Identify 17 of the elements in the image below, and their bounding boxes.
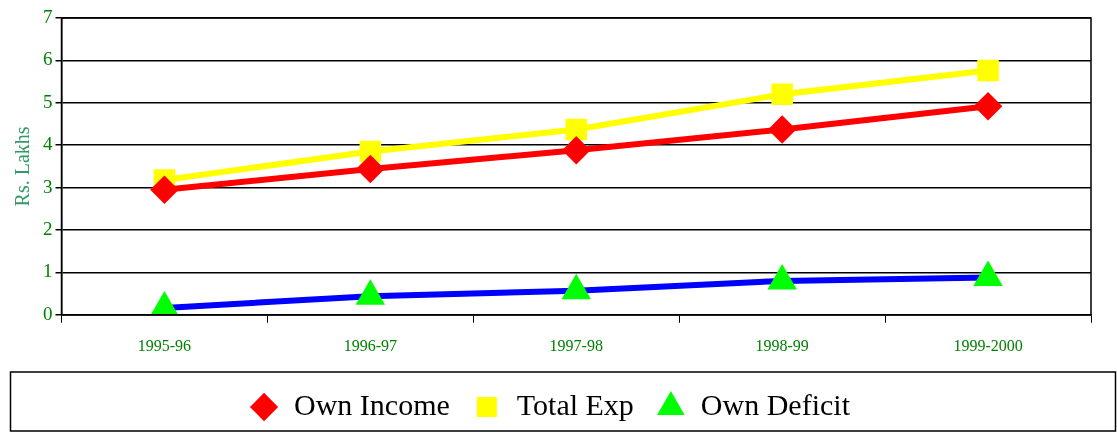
y-axis-title: Rs. Lakhs <box>11 126 34 207</box>
y-tick-label: 6 <box>43 48 53 70</box>
legend-label: Total Exp <box>516 387 634 421</box>
y-tick-label: 5 <box>43 90 53 112</box>
x-tick-label: 1998-99 <box>755 336 809 354</box>
x-tick-label: 1999-2000 <box>953 336 1023 354</box>
y-tick-label: 2 <box>43 217 53 239</box>
x-tick-label: 1995-96 <box>137 336 192 354</box>
y-tick-label: 1 <box>43 260 53 282</box>
y-tick-label: 4 <box>43 133 53 155</box>
x-tick-label: 1997-98 <box>549 336 603 354</box>
y-tick-label: 7 <box>43 5 53 27</box>
y-tick-label: 3 <box>43 175 53 197</box>
x-tick-label: 1996-97 <box>343 336 398 354</box>
legend-label: Own Deficit <box>700 387 851 421</box>
legend-label: Own Income <box>294 387 450 421</box>
y-tick-label: 0 <box>43 302 53 324</box>
